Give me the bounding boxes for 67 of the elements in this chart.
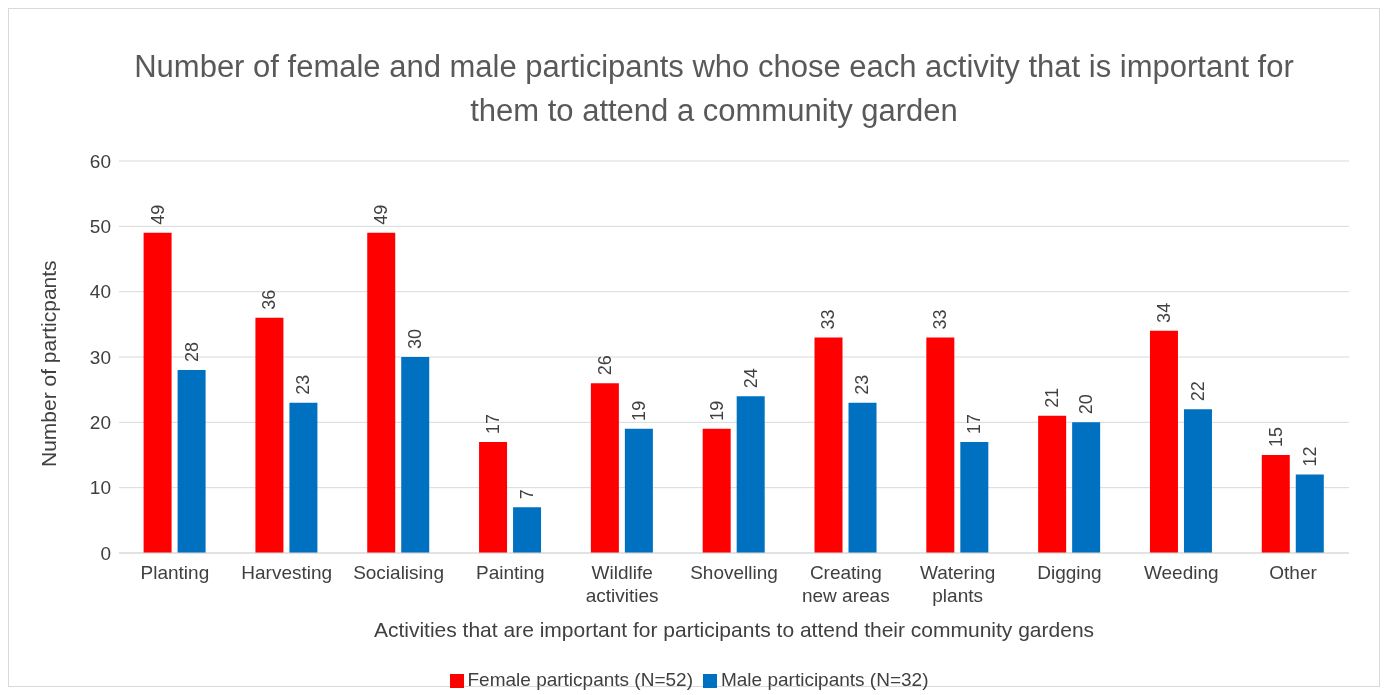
data-label: 12 bbox=[1299, 446, 1320, 467]
bar bbox=[367, 232, 396, 553]
bar bbox=[1295, 474, 1324, 553]
data-label: 20 bbox=[1076, 394, 1097, 415]
bar bbox=[624, 428, 653, 553]
bar bbox=[814, 337, 843, 553]
y-tick-label: 0 bbox=[100, 542, 111, 564]
x-tick-label: Watering plants bbox=[919, 562, 996, 606]
data-label: 17 bbox=[964, 413, 985, 434]
data-label: 33 bbox=[818, 309, 839, 330]
data-label: 24 bbox=[740, 368, 761, 389]
x-tick-label: Painting bbox=[476, 562, 545, 583]
data-label: 49 bbox=[371, 204, 392, 225]
bar bbox=[479, 441, 508, 553]
y-axis-title: Number of particpants bbox=[37, 260, 61, 467]
y-tick-label: 20 bbox=[89, 412, 111, 434]
data-label: 34 bbox=[1153, 302, 1174, 323]
y-tick-label: 30 bbox=[89, 346, 111, 368]
data-label: 23 bbox=[852, 374, 873, 395]
data-label: 21 bbox=[1042, 387, 1063, 408]
x-tick-label: Shovelling bbox=[690, 562, 778, 583]
bar bbox=[289, 402, 318, 553]
data-label: 17 bbox=[483, 413, 504, 434]
legend-label: Male participants (N=32) bbox=[720, 669, 929, 690]
data-label: 30 bbox=[405, 328, 426, 349]
x-tick-label: Weeding bbox=[1143, 562, 1219, 583]
y-tick-label: 60 bbox=[89, 150, 111, 172]
bar bbox=[1183, 409, 1212, 553]
y-tick-label: 40 bbox=[89, 281, 111, 303]
y-tick-label: 10 bbox=[89, 477, 111, 499]
bar bbox=[177, 370, 206, 553]
bar bbox=[1038, 415, 1067, 553]
bar bbox=[590, 383, 619, 553]
x-axis-title: Activities that are important for participants to attend their community gardens bbox=[373, 618, 1095, 641]
bar bbox=[1149, 330, 1178, 553]
data-label: 49 bbox=[147, 204, 168, 225]
legend-label: Female particpants (N=52) bbox=[467, 669, 693, 690]
chart-title: Number of female and male participants who chose each activity that is important for them to attend a community garden bbox=[133, 48, 1295, 130]
data-label: 7 bbox=[517, 489, 538, 500]
data-label: 33 bbox=[930, 309, 951, 330]
bar bbox=[960, 441, 989, 553]
x-tick-label: Creating new areas bbox=[801, 562, 890, 606]
data-label: 19 bbox=[628, 400, 649, 421]
data-label: 23 bbox=[293, 374, 314, 395]
x-tick-label: Digging bbox=[1037, 562, 1102, 583]
bar bbox=[255, 317, 284, 553]
x-tick-label: Planting bbox=[140, 562, 210, 583]
bar bbox=[401, 357, 430, 553]
bar bbox=[736, 396, 765, 553]
y-tick-label: 50 bbox=[89, 216, 111, 238]
bar bbox=[848, 402, 877, 553]
data-label: 28 bbox=[181, 342, 202, 363]
data-label: 26 bbox=[594, 355, 615, 376]
data-label: 15 bbox=[1265, 426, 1286, 447]
x-tick-label: Socialising bbox=[353, 562, 444, 583]
bar bbox=[513, 507, 542, 553]
data-label: 36 bbox=[259, 289, 280, 310]
data-label: 19 bbox=[706, 400, 727, 421]
x-tick-label: Other bbox=[1269, 562, 1318, 583]
bar bbox=[143, 232, 172, 553]
x-tick-label: Wildlife activities bbox=[585, 562, 659, 606]
x-tick-label: Harvesting bbox=[241, 562, 333, 583]
bar bbox=[702, 428, 731, 553]
data-label: 22 bbox=[1187, 381, 1208, 402]
bar bbox=[1072, 422, 1101, 553]
bar bbox=[1261, 455, 1290, 553]
bar bbox=[926, 337, 955, 553]
